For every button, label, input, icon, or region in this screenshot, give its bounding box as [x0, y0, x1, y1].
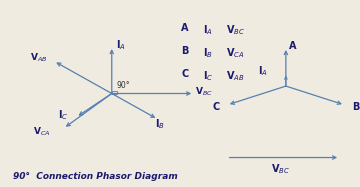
- Text: B: B: [181, 46, 189, 56]
- Text: I$_A$: I$_A$: [116, 38, 126, 52]
- Text: V$_{BC}$: V$_{BC}$: [226, 23, 245, 37]
- Text: I$_B$: I$_B$: [203, 46, 213, 60]
- Text: C: C: [212, 102, 220, 112]
- Text: V$_{CA}$: V$_{CA}$: [33, 125, 50, 138]
- Text: V$_{AB}$: V$_{AB}$: [226, 69, 245, 83]
- Text: V$_{BC}$: V$_{BC}$: [195, 86, 212, 98]
- Text: I$_C$: I$_C$: [203, 69, 213, 83]
- Text: B: B: [352, 102, 360, 112]
- Text: V$_{AB}$: V$_{AB}$: [30, 51, 47, 64]
- Text: A: A: [289, 41, 297, 51]
- Text: I$_A$: I$_A$: [203, 23, 213, 37]
- Text: 90°  Connection Phasor Diagram: 90° Connection Phasor Diagram: [13, 172, 177, 181]
- Text: I$_B$: I$_B$: [155, 117, 165, 131]
- Text: I$_C$: I$_C$: [58, 108, 69, 122]
- Text: A: A: [181, 23, 189, 33]
- Text: 90°: 90°: [116, 81, 130, 90]
- Text: C: C: [181, 69, 189, 79]
- Text: V$_{BC}$: V$_{BC}$: [271, 163, 291, 176]
- Text: V$_{CA}$: V$_{CA}$: [226, 46, 245, 60]
- Text: I$_A$: I$_A$: [258, 64, 267, 78]
